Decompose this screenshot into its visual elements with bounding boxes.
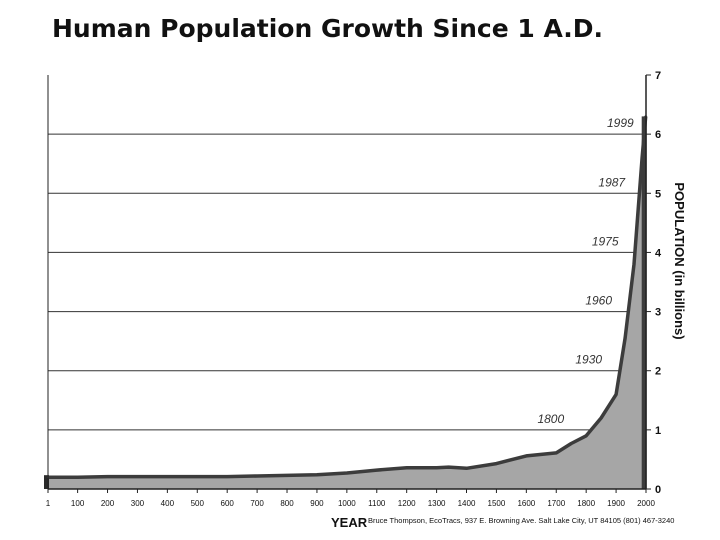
x-tick-label-900: 900 [310,499,324,508]
data-point-1987 [640,156,644,159]
x-tick-label-1200: 1200 [398,499,416,508]
annotation-1975: 1975 [592,234,619,248]
start-marker [44,475,49,489]
data-point-700 [255,474,259,478]
y-tick-labels: 0 1 2 3 4 5 6 7 [655,70,662,496]
data-point-200 [106,475,109,478]
data-point-300 [136,475,139,478]
gridlines [48,133,646,431]
y-tick-label-1: 1 [655,425,661,437]
y-axis-label: POPULATION (in billions) [672,182,687,340]
population-line [48,116,648,479]
y-tick-label-3: 3 [655,307,661,319]
data-point-500 [196,475,199,478]
data-point-100 [76,476,79,479]
y-tick-label-5: 5 [655,188,661,200]
x-tick-label-1900: 1900 [607,499,625,508]
plot-area [44,115,648,490]
x-tick-label-1400: 1400 [458,499,476,508]
data-point-600 [226,475,229,478]
x-tick-labels: 1 100 200 300 400 500 600 700 800 900 1000 1100 1200… [46,499,656,508]
data-point-1975 [637,203,640,207]
data-point-400 [166,475,169,478]
x-tick-label-800: 800 [280,499,294,508]
x-axis-label: YEAR [331,515,368,530]
data-point-1930 [623,337,627,340]
data-point-1340 [447,465,450,469]
y-tick-label-4: 4 [655,247,662,259]
data-point-1700 [555,451,558,455]
annotation-1999: 1999 [607,116,634,130]
y-tick-label-0: 0 [655,484,661,496]
annotation-1800: 1800 [537,412,564,426]
x-tick-label-1300: 1300 [428,499,446,508]
x-tick-label-400: 400 [161,499,175,508]
credit-line: Bruce Thompson, EcoTracs, 937 E. Brownin… [368,516,675,525]
current-population-bar [641,116,647,490]
data-point-1200 [405,466,408,469]
x-tick-label-300: 300 [131,499,145,508]
data-point-800 [285,474,289,477]
y-tick-label-2: 2 [655,366,661,378]
y-tick-label-6: 6 [655,129,661,141]
annotation-1987: 1987 [598,175,626,189]
x-tick-label-600: 600 [221,499,235,508]
x-tick-label-100: 100 [71,499,85,508]
x-tick-label-500: 500 [191,499,205,508]
data-point-1850 [599,416,603,420]
data-point-1100 [375,468,378,472]
data-point-1400 [465,467,468,470]
axes [47,74,651,493]
x-tick-label-200: 200 [101,499,115,508]
chart-title: Human Population Growth Since 1 A.D. [52,14,604,43]
x-tick-label-1700: 1700 [547,499,565,508]
x-tick-label-1000: 1000 [338,499,356,508]
x-tick-label-1100: 1100 [368,499,386,508]
x-tick-label-1800: 1800 [577,499,595,508]
x-tick-label-1: 1 [46,499,51,508]
data-point-1750 [570,442,573,445]
data-point-900 [315,473,319,476]
x-tick-label-1600: 1600 [517,499,535,508]
x-tick-label-700: 700 [250,499,264,508]
x-tick-label-2000: 2000 [637,499,655,508]
data-point-1000 [345,471,349,475]
population-area [48,116,646,490]
annotation-1960: 1960 [585,294,612,308]
data-point-1960 [632,263,636,266]
data-point-1800 [585,434,588,437]
y-tick-label-7: 7 [655,70,661,82]
annotation-1930: 1930 [575,353,602,367]
x-tick-label-1500: 1500 [488,499,506,508]
data-point-1900 [614,393,618,396]
data-point-1300 [435,466,438,469]
data-point-1500 [495,462,498,465]
data-point-1600 [525,454,528,458]
year-annotations: 1800 1930 1960 1975 1987 1999 [537,116,634,426]
